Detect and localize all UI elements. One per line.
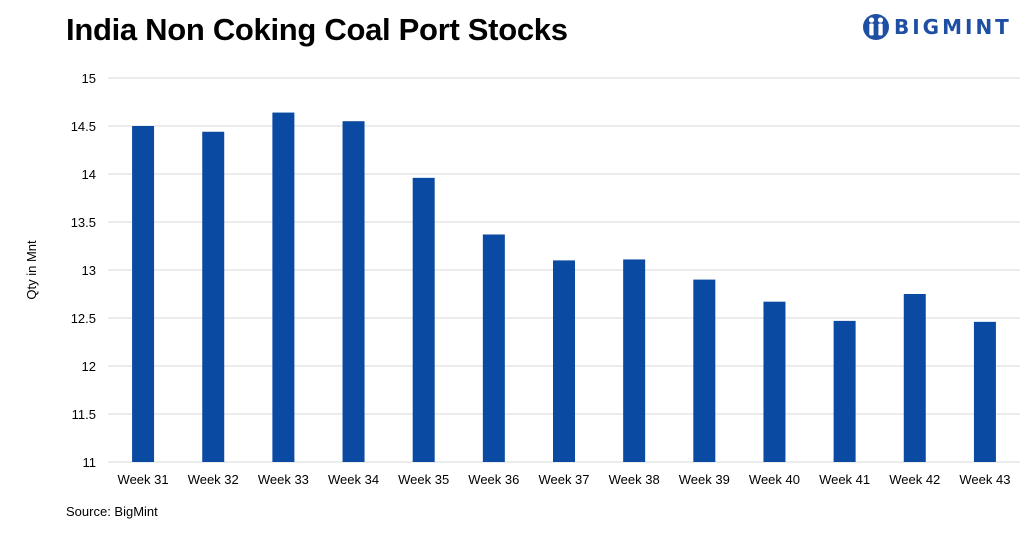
bar: [342, 121, 365, 462]
logo-text: BIGMINT: [894, 15, 1012, 39]
bar: [763, 301, 786, 462]
y-tick-labels: 11 11.5 12 12.5 13 13.5 14 14.5 15: [71, 71, 96, 470]
x-tick-label: Week 31: [118, 472, 169, 487]
bar: [973, 321, 996, 462]
y-tick-label: 14.5: [71, 119, 96, 134]
y-tick-label: 12.5: [71, 311, 96, 326]
chart-title: India Non Coking Coal Port Stocks: [66, 12, 568, 47]
x-tick-label: Week 37: [538, 472, 589, 487]
bar: [693, 279, 716, 462]
x-tick-label: Week 38: [609, 472, 660, 487]
bar: [482, 234, 505, 462]
bar: [132, 126, 155, 462]
y-tick-label: 11.5: [72, 407, 96, 422]
x-tick-labels: Week 31 Week 32 Week 33 Week 34 Week 35 Week …: [118, 472, 1011, 487]
x-tick-label: Week 35: [398, 472, 449, 487]
y-tick-label: 11: [83, 455, 97, 470]
source-note: Source: BigMint: [66, 504, 158, 519]
y-tick-label: 13: [82, 263, 96, 278]
y-axis-label: Qty in Mnt: [24, 240, 39, 300]
x-tick-label: Week 42: [889, 472, 940, 487]
x-tick-label: Week 41: [819, 472, 870, 487]
bar: [903, 294, 926, 462]
bar: [623, 259, 646, 462]
brand-logo: BIGMINT: [862, 8, 1012, 46]
bar: [202, 131, 225, 462]
x-tick-label: Week 34: [328, 472, 379, 487]
bar: [272, 112, 295, 462]
x-tick-label: Week 33: [258, 472, 309, 487]
bigmint-logo-icon: [863, 14, 889, 40]
y-tick-label: 14: [82, 167, 96, 182]
x-tick-label: Week 39: [679, 472, 730, 487]
x-tick-label: Week 43: [959, 472, 1010, 487]
x-tick-label: Week 40: [749, 472, 800, 487]
x-tick-label: Week 32: [188, 472, 239, 487]
y-tick-label: 12: [82, 359, 96, 374]
y-tick-label: 15: [82, 71, 96, 86]
x-tick-label: Week 36: [468, 472, 519, 487]
bar: [833, 320, 856, 462]
bar: [412, 177, 435, 462]
bar: [553, 260, 575, 462]
y-tick-label: 13.5: [71, 215, 96, 230]
bars: [132, 112, 996, 462]
